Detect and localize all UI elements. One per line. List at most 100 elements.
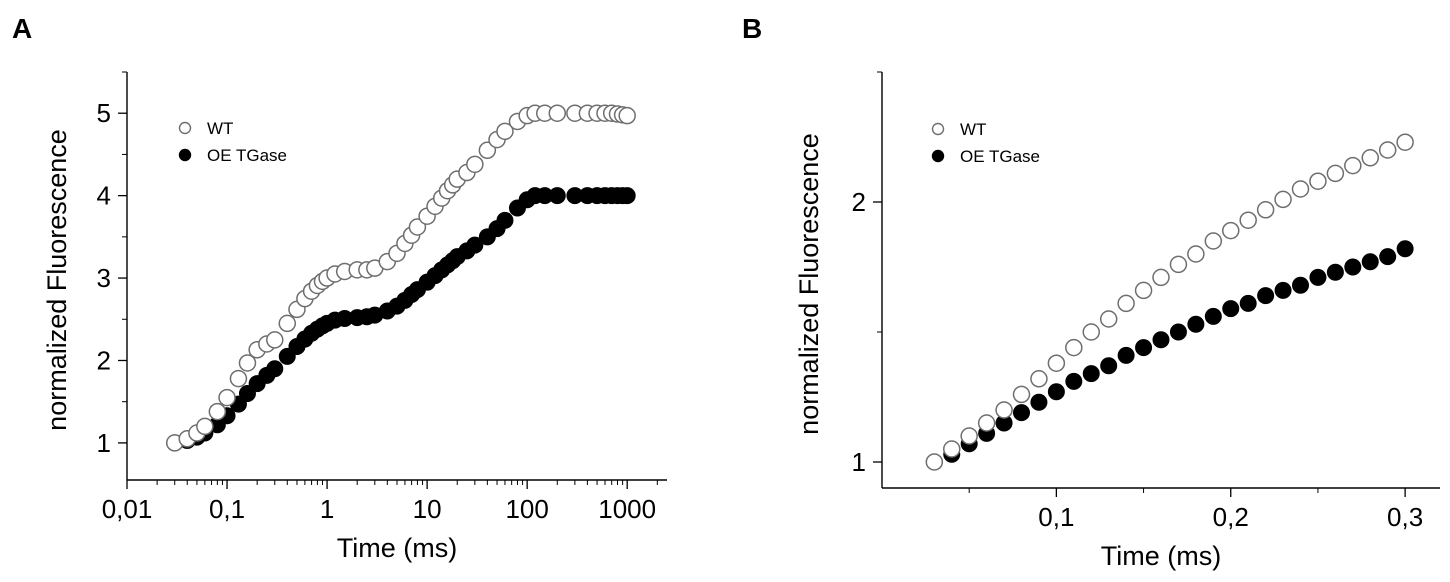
series-wt (925, 133, 1414, 471)
data-point (1309, 172, 1327, 190)
x-tick-label: 10 (413, 494, 442, 524)
data-point (925, 453, 944, 471)
x-tick-label: 1000 (598, 494, 656, 524)
data-point (1152, 331, 1170, 349)
data-point (466, 155, 484, 174)
x-tick-label: 0,3 (1387, 502, 1423, 532)
data-point (1274, 281, 1292, 299)
data-point (1204, 232, 1223, 250)
data-point (977, 414, 996, 432)
data-point (1204, 307, 1222, 325)
y-tick-label: 1 (97, 428, 111, 458)
data-point (618, 187, 636, 205)
data-point (196, 417, 214, 436)
data-point (1047, 354, 1066, 372)
y-tick-label: 3 (97, 263, 111, 293)
data-point (1257, 287, 1275, 305)
data-point (218, 388, 236, 407)
series-wt (165, 104, 636, 452)
x-tick-label: 0,1 (1038, 502, 1074, 532)
data-point (1396, 133, 1414, 151)
data-point (1030, 393, 1048, 411)
x-axis-title: Time (ms) (337, 533, 457, 563)
legend-marker (931, 122, 945, 136)
data-point (1344, 258, 1362, 276)
data-point (208, 402, 227, 421)
data-point (1378, 141, 1397, 159)
data-point (478, 141, 497, 160)
data-point (496, 122, 514, 141)
chart-b: 0,1 0,2 0,3 1 2 Time (ms) normalized Fluoresce… (794, 71, 1440, 571)
legend-marker (931, 149, 945, 163)
legend-label: WT (960, 120, 986, 139)
data-point (1187, 245, 1205, 263)
data-point (1065, 372, 1083, 390)
x-axis-title: Time (ms) (1101, 541, 1221, 571)
data-point (1099, 310, 1118, 328)
data-point (1361, 149, 1379, 167)
data-point (1326, 164, 1345, 183)
data-point (1326, 263, 1344, 281)
x-tick-label: 0,1 (209, 494, 245, 524)
data-point (995, 401, 1013, 419)
data-point (1012, 385, 1031, 404)
data-point (1030, 370, 1048, 388)
data-point (943, 440, 961, 458)
data-point (1291, 180, 1310, 198)
x-tick-label: 100 (505, 494, 548, 524)
panel-label-b: B (742, 13, 762, 44)
data-point (548, 104, 567, 122)
data-point (229, 369, 248, 388)
data-point (1222, 300, 1240, 318)
data-point (1082, 365, 1100, 383)
chart-a: 0,01 0,1 1 10 100 1000 1 2 3 4 5 Time (ms) normalize… (42, 71, 667, 563)
data-point (1152, 268, 1170, 287)
data-point (548, 187, 566, 205)
panel-label-a: A (12, 13, 32, 44)
data-point (1309, 268, 1327, 286)
data-point (1047, 383, 1065, 401)
data-point (466, 236, 484, 254)
data-point (1013, 404, 1030, 422)
series-oe-tgase (925, 240, 1414, 471)
data-point (1100, 357, 1118, 375)
legend-label: OE TGase (207, 146, 287, 165)
legend-label: WT (207, 119, 233, 138)
legend-marker (178, 148, 192, 162)
y-tick-label: 2 (97, 345, 111, 375)
data-point (1361, 253, 1379, 271)
data-point (1274, 190, 1292, 209)
x-tick-label: 0,2 (1213, 502, 1249, 532)
data-point (1344, 156, 1362, 175)
data-point (1082, 323, 1100, 341)
data-point (1134, 281, 1153, 300)
data-point (1117, 346, 1135, 364)
data-point (1239, 294, 1257, 312)
y-tick-label: 1 (852, 447, 866, 477)
data-point (1169, 255, 1188, 274)
data-point (1292, 276, 1309, 294)
data-point (496, 211, 514, 229)
data-point (1379, 248, 1397, 266)
data-point (1396, 240, 1414, 258)
y-tick-label: 4 (97, 181, 111, 211)
legend-marker (178, 121, 192, 135)
data-point (960, 427, 978, 445)
data-point (1222, 221, 1240, 240)
data-point (266, 331, 284, 349)
series-oe-tgase (166, 187, 636, 452)
data-point (238, 354, 257, 372)
legend-label: OE TGase (960, 147, 1040, 166)
y-tick-label: 5 (97, 98, 111, 128)
data-point (1256, 201, 1275, 219)
data-point (618, 106, 636, 125)
data-point (408, 218, 427, 236)
data-point (1169, 323, 1187, 341)
data-point (1187, 315, 1205, 333)
data-point (1065, 338, 1083, 357)
y-axis-title: normalized Fluorescence (42, 129, 72, 431)
y-axis-title: normalized Fluorescence (794, 133, 824, 435)
data-point (266, 360, 284, 378)
y-tick-label: 2 (852, 187, 866, 217)
